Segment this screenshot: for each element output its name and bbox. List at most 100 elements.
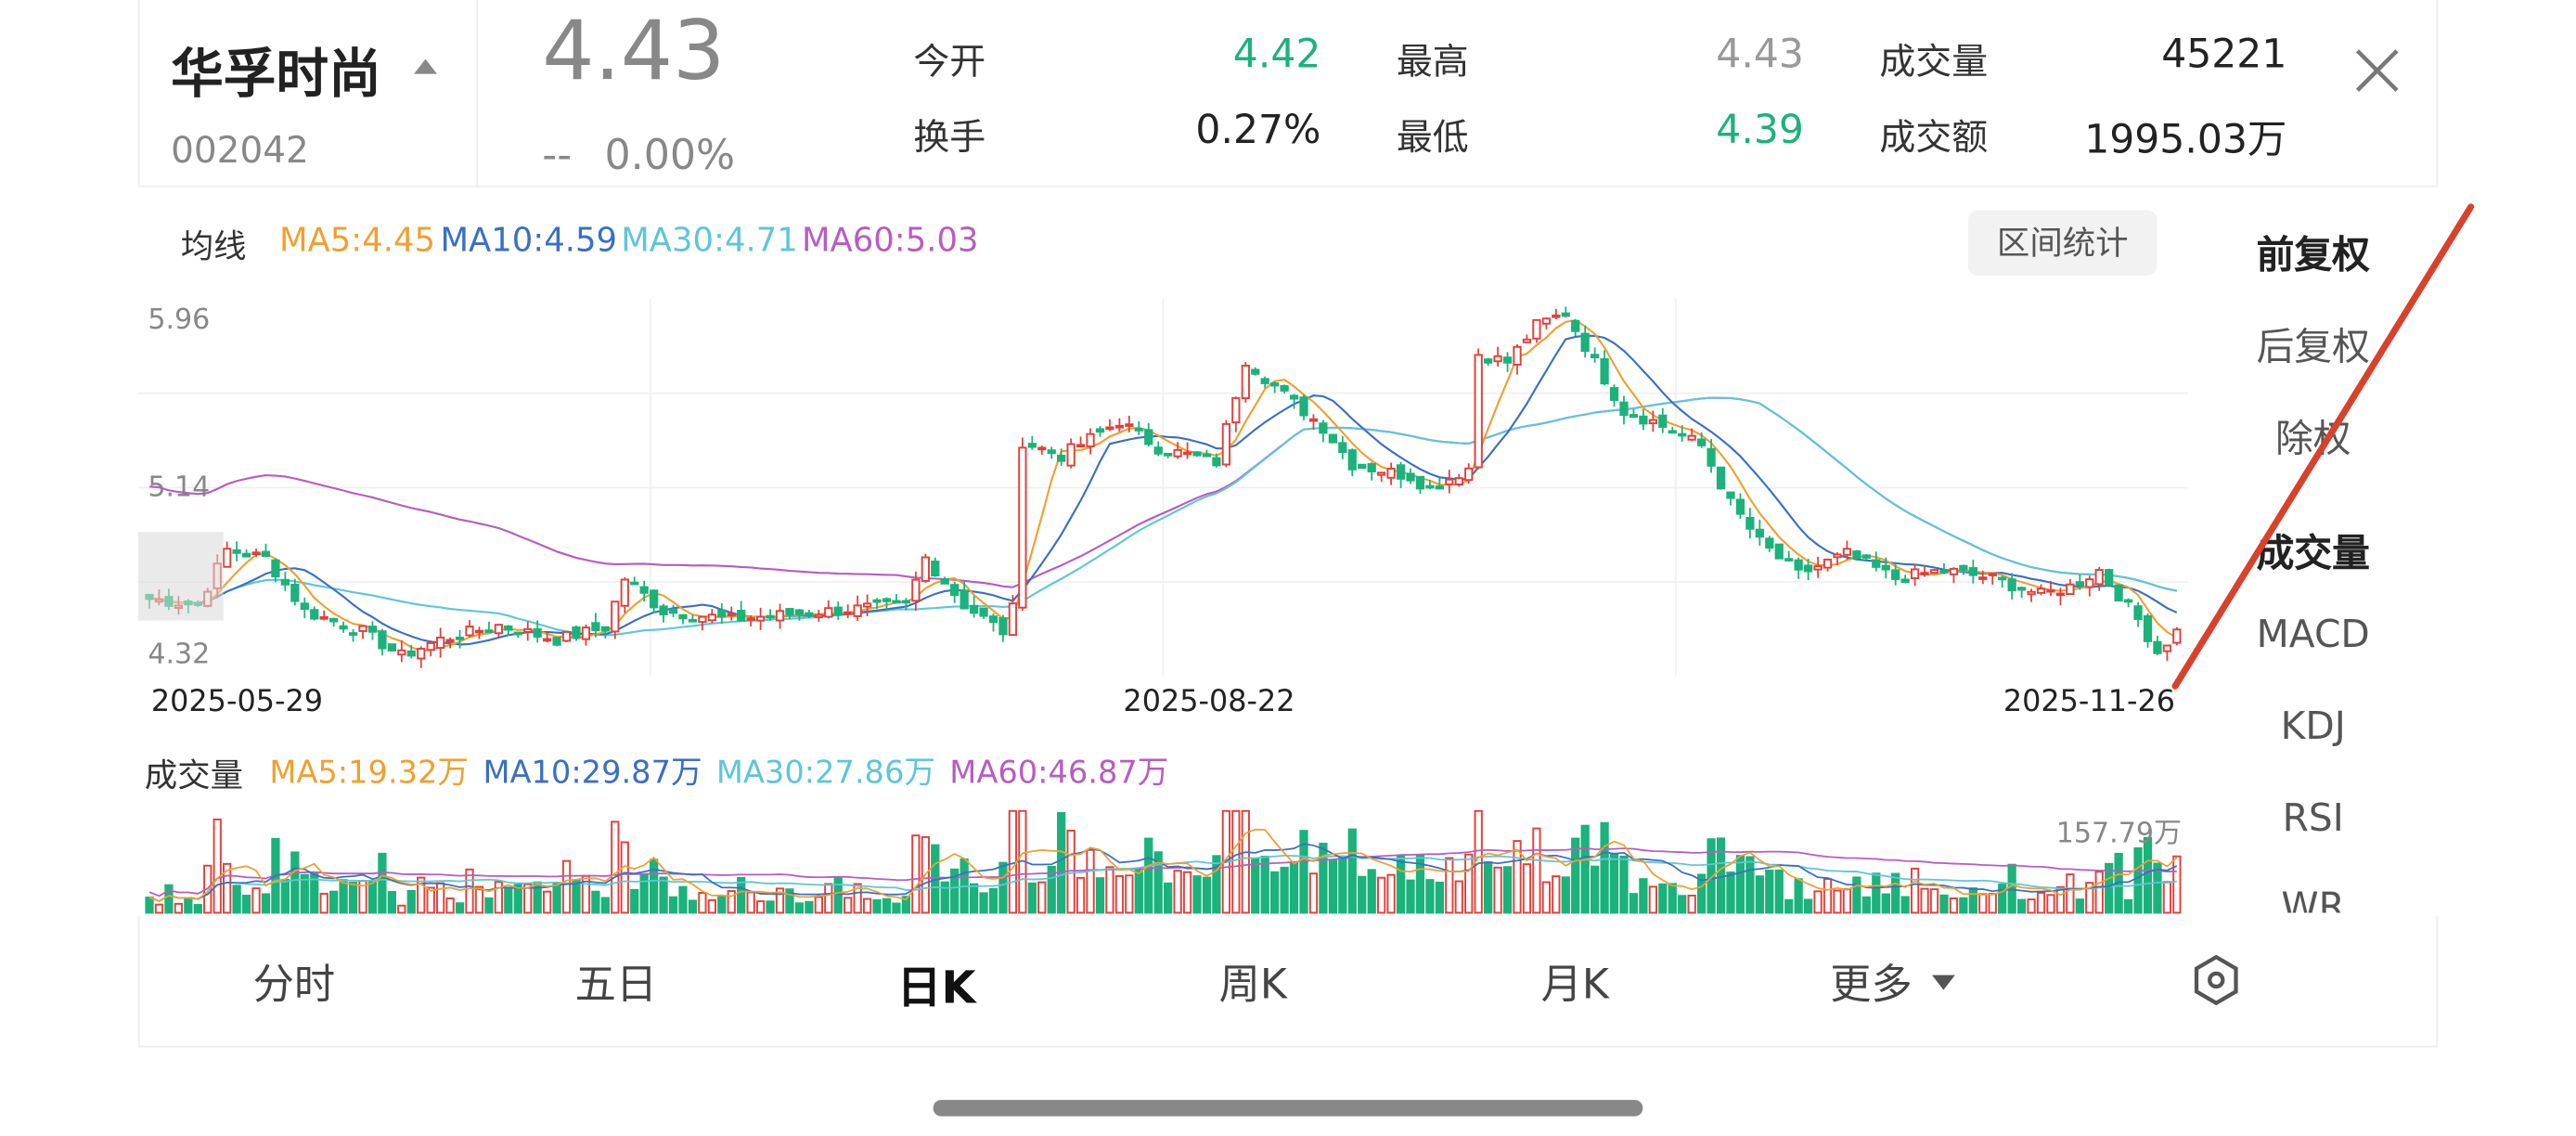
candle-body [1735,498,1745,515]
candle-body [1386,468,1396,479]
volume-bar [1415,854,1425,914]
candle-body [2016,587,2027,591]
candle [1735,493,1745,520]
candle-body [727,613,736,616]
candle [367,621,378,640]
candle-body [688,618,698,623]
candle [261,543,271,558]
candle [814,610,823,622]
caret-down-icon[interactable] [1931,975,1955,990]
volume-bar [639,872,649,914]
candle-body [1707,447,1716,467]
candle [1182,442,1192,459]
volume-bar [1308,872,1319,914]
candle-body [2007,578,2016,592]
candle [1920,565,1929,577]
candle-body [1241,365,1250,399]
candle [611,600,620,639]
volume-bar [348,882,358,914]
volume-bar [145,897,154,914]
candle-body [931,561,940,577]
hexagon-settings-icon[interactable] [2188,952,2244,1008]
candle-body [552,637,561,646]
candle-body [271,559,280,578]
candle-body [1658,414,1668,428]
tab-five-day[interactable]: 五日 [574,960,658,1009]
candle [1707,438,1716,473]
candle-body [1648,419,1657,425]
candle-body [1367,463,1376,472]
indicator-rsi-option[interactable]: RSI [2282,797,2344,841]
caret-up-icon[interactable] [414,58,437,74]
candle-body [2172,628,2182,644]
volume-bar [1619,855,1629,914]
candle-body [1182,451,1192,456]
adjust-forward-option[interactable]: 前复权 [2256,234,2370,278]
indicator-wr-option[interactable]: WR [2281,886,2345,913]
candle-body [1696,438,1707,446]
candle-body [620,578,629,607]
volume-bar [1910,867,1920,914]
candle [940,576,949,585]
candle [649,588,659,613]
candle [1580,325,1590,358]
ma-legend-title: 均线 [180,226,247,266]
candle-body [1978,576,1988,580]
candle-body [717,609,727,617]
candle-body [2094,569,2104,586]
volume-bar [1891,872,1900,914]
tab-monthly-k[interactable]: 月K [1540,960,1609,1009]
close-icon[interactable] [2350,43,2405,98]
stock-name[interactable]: 华孚时尚 [171,42,381,106]
candle-body [737,610,746,622]
candle [698,615,707,631]
candle [1251,367,1260,376]
candle-body [824,607,833,618]
candle [484,621,494,633]
tab-weekly-k[interactable]: 周K [1218,960,1287,1009]
volume-bar [1502,866,1513,914]
candle [630,576,639,586]
candle-body [1891,569,1900,580]
candle-body [2046,588,2055,593]
current-price: 4.43 [542,3,726,99]
candle [1726,491,1735,506]
candle [1425,480,1435,490]
tab-intraday[interactable]: 分时 [252,960,336,1009]
candle-body [1929,569,1939,574]
candle [1105,419,1114,432]
candle [1008,595,1018,637]
volume-bar [1716,837,1726,914]
tab-daily-k[interactable]: 日K [896,963,976,1015]
volume-bar [1289,861,1299,914]
indicator-kdj-option[interactable]: KDJ [2280,705,2346,749]
candle [668,604,678,617]
candle-body [1202,453,1212,458]
candle-body [504,625,513,631]
candle-body [1377,471,1386,476]
volume-bar [455,902,465,914]
adjust-backward-option[interactable]: 后复权 [2256,326,2370,369]
candle [1978,570,1988,585]
volume-chart[interactable]: 157.79万 [138,798,2188,916]
candle-body [397,649,406,656]
volume-bar [833,877,843,914]
candle [1513,344,1522,375]
indicator-macd-option[interactable]: MACD [2256,613,2370,657]
indicator-volume-option[interactable]: 成交量 [2256,533,2370,576]
volume-bar [494,881,503,914]
volume-bar [698,892,707,914]
candle-body [2085,578,2094,588]
candle-body [1231,396,1241,424]
candle [2143,613,2153,648]
candle [533,620,542,643]
candle-body [1910,568,1920,579]
candle-body [1105,426,1114,431]
tab-more[interactable]: 更多 [1830,960,1913,1009]
candle-body [1114,424,1125,429]
candle [785,608,794,620]
candle [339,621,348,633]
volume-bar [1687,894,1696,914]
range-stats-button[interactable]: 区间统计 [1967,210,2157,277]
